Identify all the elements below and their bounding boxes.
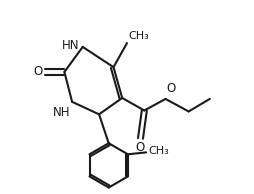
- Text: CH₃: CH₃: [128, 31, 149, 41]
- Text: HN: HN: [62, 39, 80, 52]
- Text: O: O: [136, 141, 145, 154]
- Text: O: O: [33, 65, 42, 78]
- Text: O: O: [166, 82, 176, 95]
- Text: NH: NH: [53, 106, 70, 119]
- Text: CH₃: CH₃: [148, 146, 169, 156]
